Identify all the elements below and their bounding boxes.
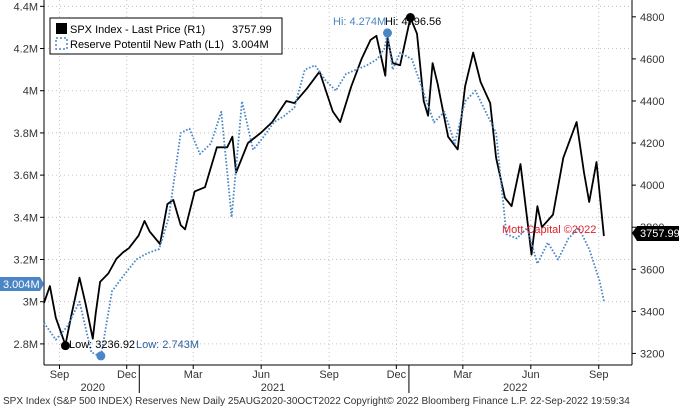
last-reserves-badge-text: 3.004M [3, 279, 40, 291]
x-axis-year-label: 2022 [503, 382, 527, 394]
x-axis-month-label: Jun [522, 369, 540, 381]
left-axis-ticks: 2.8M 3M 3.2M 3.4M 3.6M 3.8M 4M 4.2M 4.4M [14, 1, 44, 351]
axis-layer [43, 0, 633, 366]
legend-value-spx: 3757.99 [232, 24, 272, 36]
legend-swatch-spx [56, 23, 67, 34]
right-axis-ticks: 320034003600380040004200440046004800 [632, 12, 664, 360]
annotation-credit: Mott Capital ©2022 [502, 224, 596, 236]
grid-layer [44, 0, 632, 365]
footer-text: SPX Index (S&P 500 INDEX) Reserves New D… [3, 396, 630, 407]
left-axis-tick-label: 3.8M [14, 128, 38, 140]
right-axis-tick-label: 4600 [640, 54, 664, 66]
legend-label-reserves: Reserve Potentil New Path (L1) [70, 39, 224, 51]
legend: SPX Index - Last Price (R1) 3757.99 Rese… [49, 17, 283, 55]
legend-swatch-reserves [55, 37, 68, 50]
left-axis-tick-label: 3.2M [14, 255, 38, 267]
x-axis-ticks: Sep Dec Mar Jun Sep Dec Mar Jun Sep 2020 2021 2022 [50, 365, 609, 394]
x-axis-year-label: 2020 [81, 382, 105, 394]
right-axis-tick-label: 3600 [640, 264, 664, 276]
marker-spx [405, 13, 415, 23]
left-axis-tick-label: 3.6M [14, 170, 38, 182]
annotation-low-spx: Low: 3236.92 [69, 339, 135, 351]
x-axis-year-label: 2021 [261, 382, 285, 394]
annotation-hi-reserves: Hi: 4.274M [333, 16, 386, 28]
marker-reserves [382, 28, 392, 38]
last-reserves-badge: 3.004M [0, 277, 44, 291]
series-layer [43, 16, 605, 358]
x-axis-month-label: Dec [117, 369, 137, 381]
x-axis-month-label: Jun [252, 369, 270, 381]
left-axis-tick-label: 4.2M [14, 44, 38, 56]
marker-spx [60, 341, 70, 351]
left-axis-tick-label: 4.4M [14, 1, 38, 13]
right-axis-tick-label: 4800 [640, 12, 664, 24]
last-reserves-badge-shape [0, 277, 44, 291]
series-line-spx [43, 16, 605, 346]
legend-value-reserves: 3.004M [232, 39, 269, 51]
right-axis-tick-label: 3200 [640, 348, 664, 360]
right-axis-tick-label: 3400 [640, 306, 664, 318]
right-axis-tick-label: 4200 [640, 138, 664, 150]
x-axis-month-label: Sep [319, 369, 339, 381]
legend-label-spx: SPX Index - Last Price (R1) [70, 24, 205, 36]
annotation-hi-spx: Hi: 4796.56 [385, 16, 441, 28]
marker-layer [60, 13, 415, 361]
series-line-reserves [43, 32, 605, 358]
last-spx-badge-text: 3757.99 [640, 228, 679, 240]
annotation-low-reserves: Low: 2.743M [136, 339, 199, 351]
left-axis-tick-label: 3M [23, 297, 38, 309]
left-axis-tick-label: 2.8M [14, 339, 38, 351]
x-axis-month-label: Sep [589, 369, 609, 381]
x-axis-month-label: Mar [184, 369, 203, 381]
last-spx-badge: 3757.99 [632, 226, 679, 241]
left-axis-tick-label: 3.4M [14, 212, 38, 224]
x-axis-month-label: Dec [387, 369, 407, 381]
last-spx-badge-shape [632, 226, 679, 241]
legend-box [49, 17, 283, 55]
right-axis-tick-label: 4400 [640, 96, 664, 108]
x-axis-month-label: Mar [453, 369, 472, 381]
x-axis-month-label: Sep [50, 369, 70, 381]
right-axis-tick-label: 4000 [640, 180, 664, 192]
left-axis-tick-label: 4M [23, 86, 38, 98]
marker-reserves [96, 351, 106, 361]
